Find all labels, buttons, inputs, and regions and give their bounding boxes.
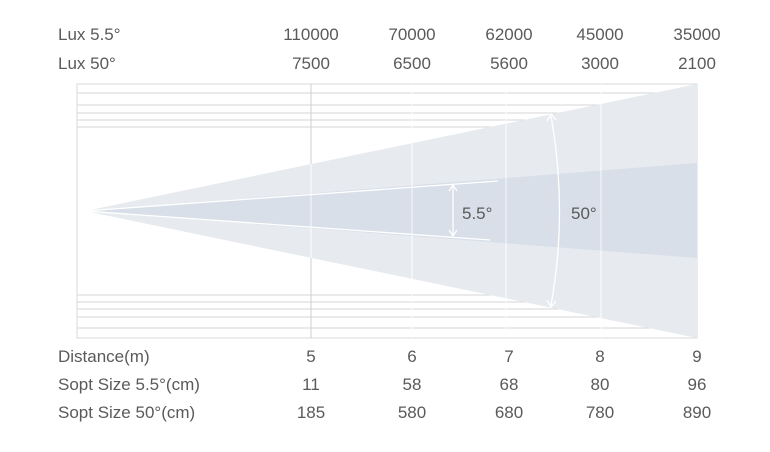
spot-narrow-value: 96 — [687, 375, 707, 394]
narrow-angle-arrow — [448, 183, 458, 238]
spot-wide-value: 780 — [585, 403, 615, 422]
spot-narrow-value: 58 — [402, 375, 422, 394]
distance-value: 7 — [504, 347, 514, 366]
spot-wide-value: 185 — [296, 403, 326, 422]
distance-value: 8 — [595, 347, 605, 366]
lux-wide-value: 2100 — [678, 54, 716, 73]
lux-narrow-value: 70000 — [388, 25, 436, 44]
lux-narrow-value: 62000 — [485, 25, 533, 44]
narrow-beam — [85, 163, 697, 258]
distance-value: 9 — [692, 347, 702, 366]
spot-narrow-value: 11 — [302, 375, 320, 394]
lux-wide-value: 6500 — [393, 54, 431, 73]
spot-narrow-value: 68 — [499, 375, 519, 394]
distance-label: Distance(m) — [58, 347, 150, 366]
wide-angle-label: 50° — [571, 204, 597, 223]
lux-wide-label: Lux 50° — [58, 54, 116, 73]
spot-narrow-value: 80 — [590, 375, 610, 394]
spot-wide-value: 580 — [397, 403, 427, 422]
spot-wide-label: Sopt Size 50°(cm) — [58, 403, 196, 422]
spot-wide-value: 680 — [494, 403, 524, 422]
lux-narrow-value: 35000 — [673, 25, 721, 44]
lux-wide-value: 3000 — [581, 54, 619, 73]
lux-narrow-value: 45000 — [576, 25, 624, 44]
lux-wide-value: 7500 — [292, 54, 330, 73]
narrow-beam-lower-edge — [84, 210, 491, 241]
distance-value: 5 — [306, 347, 316, 366]
distance-value: 6 — [407, 347, 417, 366]
narrow-beam-upper-edge — [84, 180, 499, 212]
lux-wide-value: 5600 — [490, 54, 528, 73]
wide-angle-arc — [546, 112, 561, 309]
lux-narrow-label: Lux 5.5° — [58, 25, 121, 44]
lux-narrow-value: 110000 — [283, 25, 339, 44]
narrow-angle-label: 5.5° — [462, 204, 492, 223]
spot-wide-value: 890 — [682, 403, 712, 422]
spot-narrow-label: Sopt Size 5.5°(cm) — [58, 375, 200, 394]
